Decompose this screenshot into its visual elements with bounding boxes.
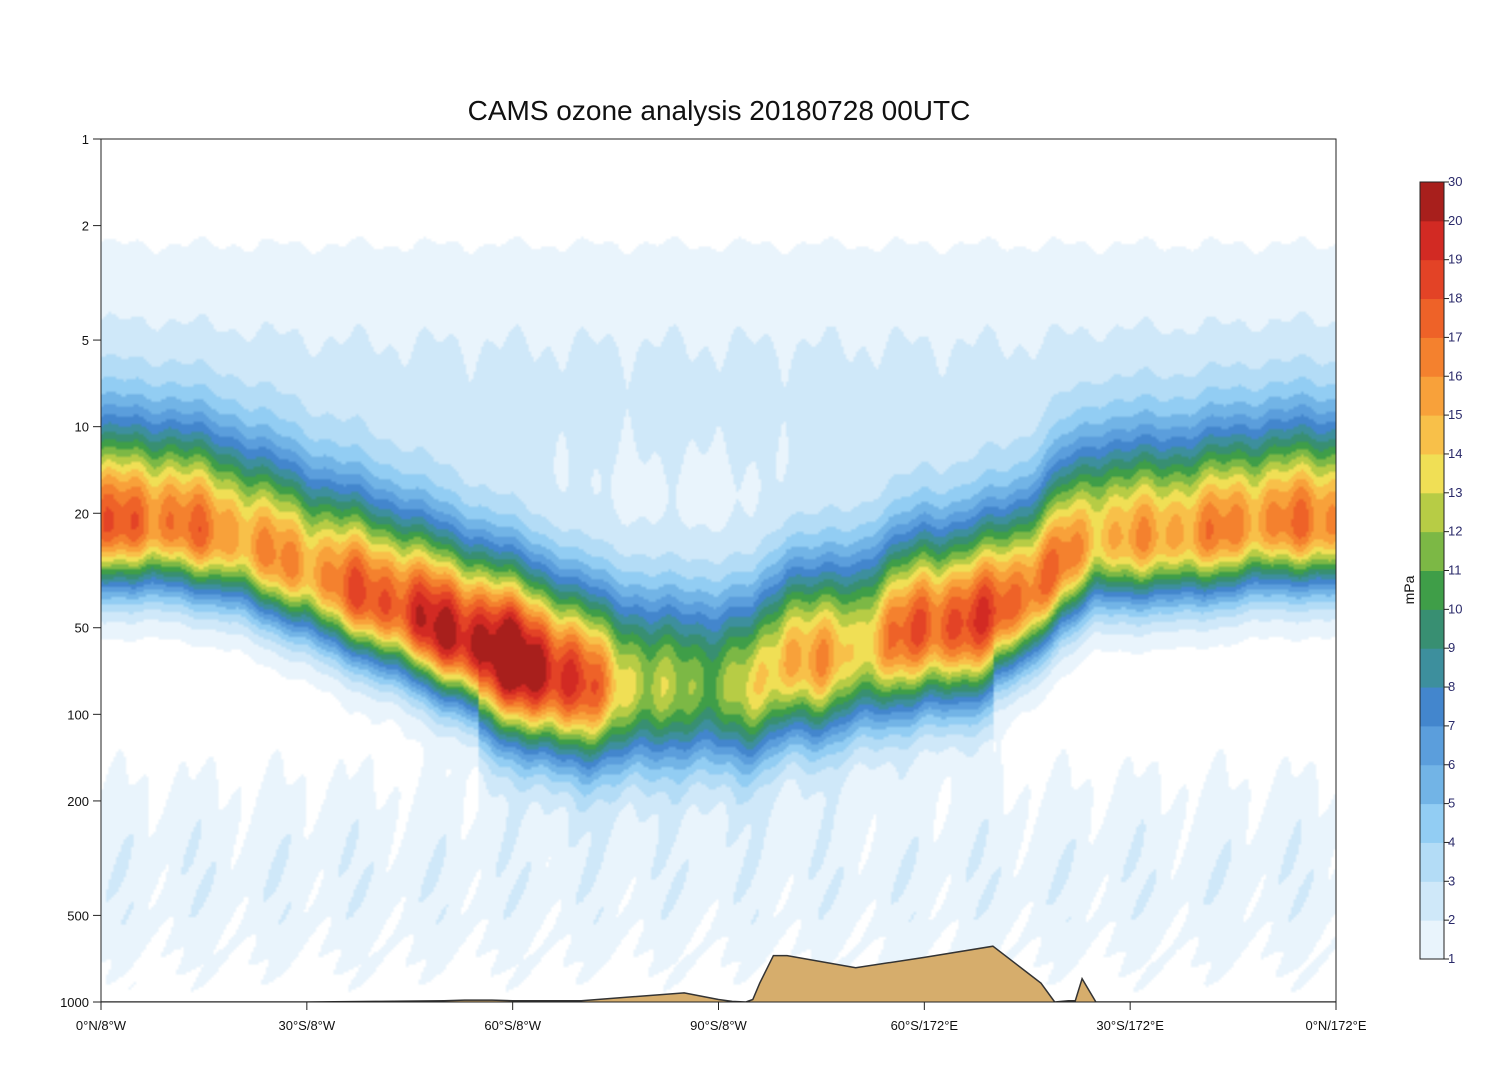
colorbar-label: 11 (1448, 563, 1462, 578)
colorbar-label: 4 (1448, 834, 1455, 849)
x-tick-label: 0°N/172°E (1306, 1018, 1367, 1033)
colorbar-unit-label: mPa (1401, 575, 1417, 604)
colorbar-swatch (1420, 609, 1444, 649)
colorbar-swatch (1420, 220, 1444, 261)
colorbar-label: 16 (1448, 368, 1462, 383)
colorbar-label: 1 (1448, 951, 1455, 966)
y-tick-label: 200 (67, 794, 89, 809)
colorbar-swatch (1420, 531, 1444, 571)
chart-title: CAMS ozone analysis 20180728 00UTC (468, 95, 971, 126)
y-tick-label: 2 (82, 219, 89, 234)
colorbar-label: 20 (1448, 213, 1462, 228)
x-tick-label: 30°S/8°W (279, 1018, 336, 1033)
ozone-field (101, 139, 1336, 1002)
colorbar-swatch (1420, 842, 1444, 882)
colorbar-swatch (1420, 453, 1444, 494)
colorbar-swatch (1420, 570, 1444, 610)
colorbar-label: 18 (1448, 291, 1462, 306)
colorbar-label: 15 (1448, 407, 1462, 422)
x-tick-label: 0°N/8°W (76, 1018, 127, 1033)
x-tick-label: 30°S/172°E (1096, 1018, 1164, 1033)
colorbar-swatch (1420, 376, 1444, 416)
y-tick-label: 50 (75, 621, 89, 636)
colorbar-label: 6 (1448, 757, 1455, 772)
colorbar-label: 17 (1448, 329, 1462, 344)
colorbar-swatch (1420, 687, 1444, 727)
colorbar-label: 19 (1448, 252, 1462, 267)
colorbar-swatch (1420, 920, 1444, 960)
y-tick-label: 5 (82, 333, 89, 348)
colorbar-label: 5 (1448, 796, 1455, 811)
terrain-profile (101, 945, 1336, 1002)
colorbar-label: 8 (1448, 679, 1455, 694)
colorbar-swatch (1420, 492, 1444, 533)
colorbar-swatch (1420, 764, 1444, 805)
y-tick-label: 500 (67, 908, 89, 923)
colorbar-swatch (1420, 415, 1444, 455)
colorbar-swatch (1420, 881, 1444, 921)
x-axis: 0°N/8°W 30°S/8°W 60°S/8°W 90°S/8°W 60°S/172°… (76, 1002, 1367, 1033)
colorbar-label: 30 (1448, 174, 1462, 189)
colorbar-label: 2 (1448, 912, 1455, 927)
colorbar-label: 7 (1448, 718, 1455, 733)
x-tick-label: 90°S/8°W (690, 1018, 747, 1033)
colorbar-swatch (1420, 648, 1444, 688)
terrain-layer (101, 945, 1336, 1002)
y-tick-label: 1000 (60, 995, 89, 1010)
colorbar-label: 14 (1448, 446, 1462, 461)
colorbar-label: 9 (1448, 640, 1455, 655)
colorbar-label: 13 (1448, 485, 1462, 500)
y-axis: 1 2 5 10 20 50 100 200 500 1000 (60, 132, 101, 1010)
colorbar-label: 12 (1448, 524, 1462, 539)
colorbar-swatch (1420, 182, 1444, 222)
x-tick-label: 60°S/8°W (484, 1018, 541, 1033)
ozone-contour-image (101, 139, 1336, 1002)
colorbar-swatch (1420, 259, 1444, 300)
colorbar-swatch (1420, 725, 1444, 766)
colorbar-label: 10 (1448, 601, 1462, 616)
y-tick-label: 1 (82, 132, 89, 147)
y-tick-label: 100 (67, 707, 89, 722)
colorbar-label: 3 (1448, 873, 1455, 888)
colorbar-swatch (1420, 337, 1444, 377)
colorbar-swatch (1420, 803, 1444, 843)
y-tick-label: 10 (75, 420, 89, 435)
colorbar-swatch (1420, 298, 1444, 338)
y-tick-label: 20 (75, 506, 89, 521)
x-tick-label: 60°S/172°E (891, 1018, 959, 1033)
